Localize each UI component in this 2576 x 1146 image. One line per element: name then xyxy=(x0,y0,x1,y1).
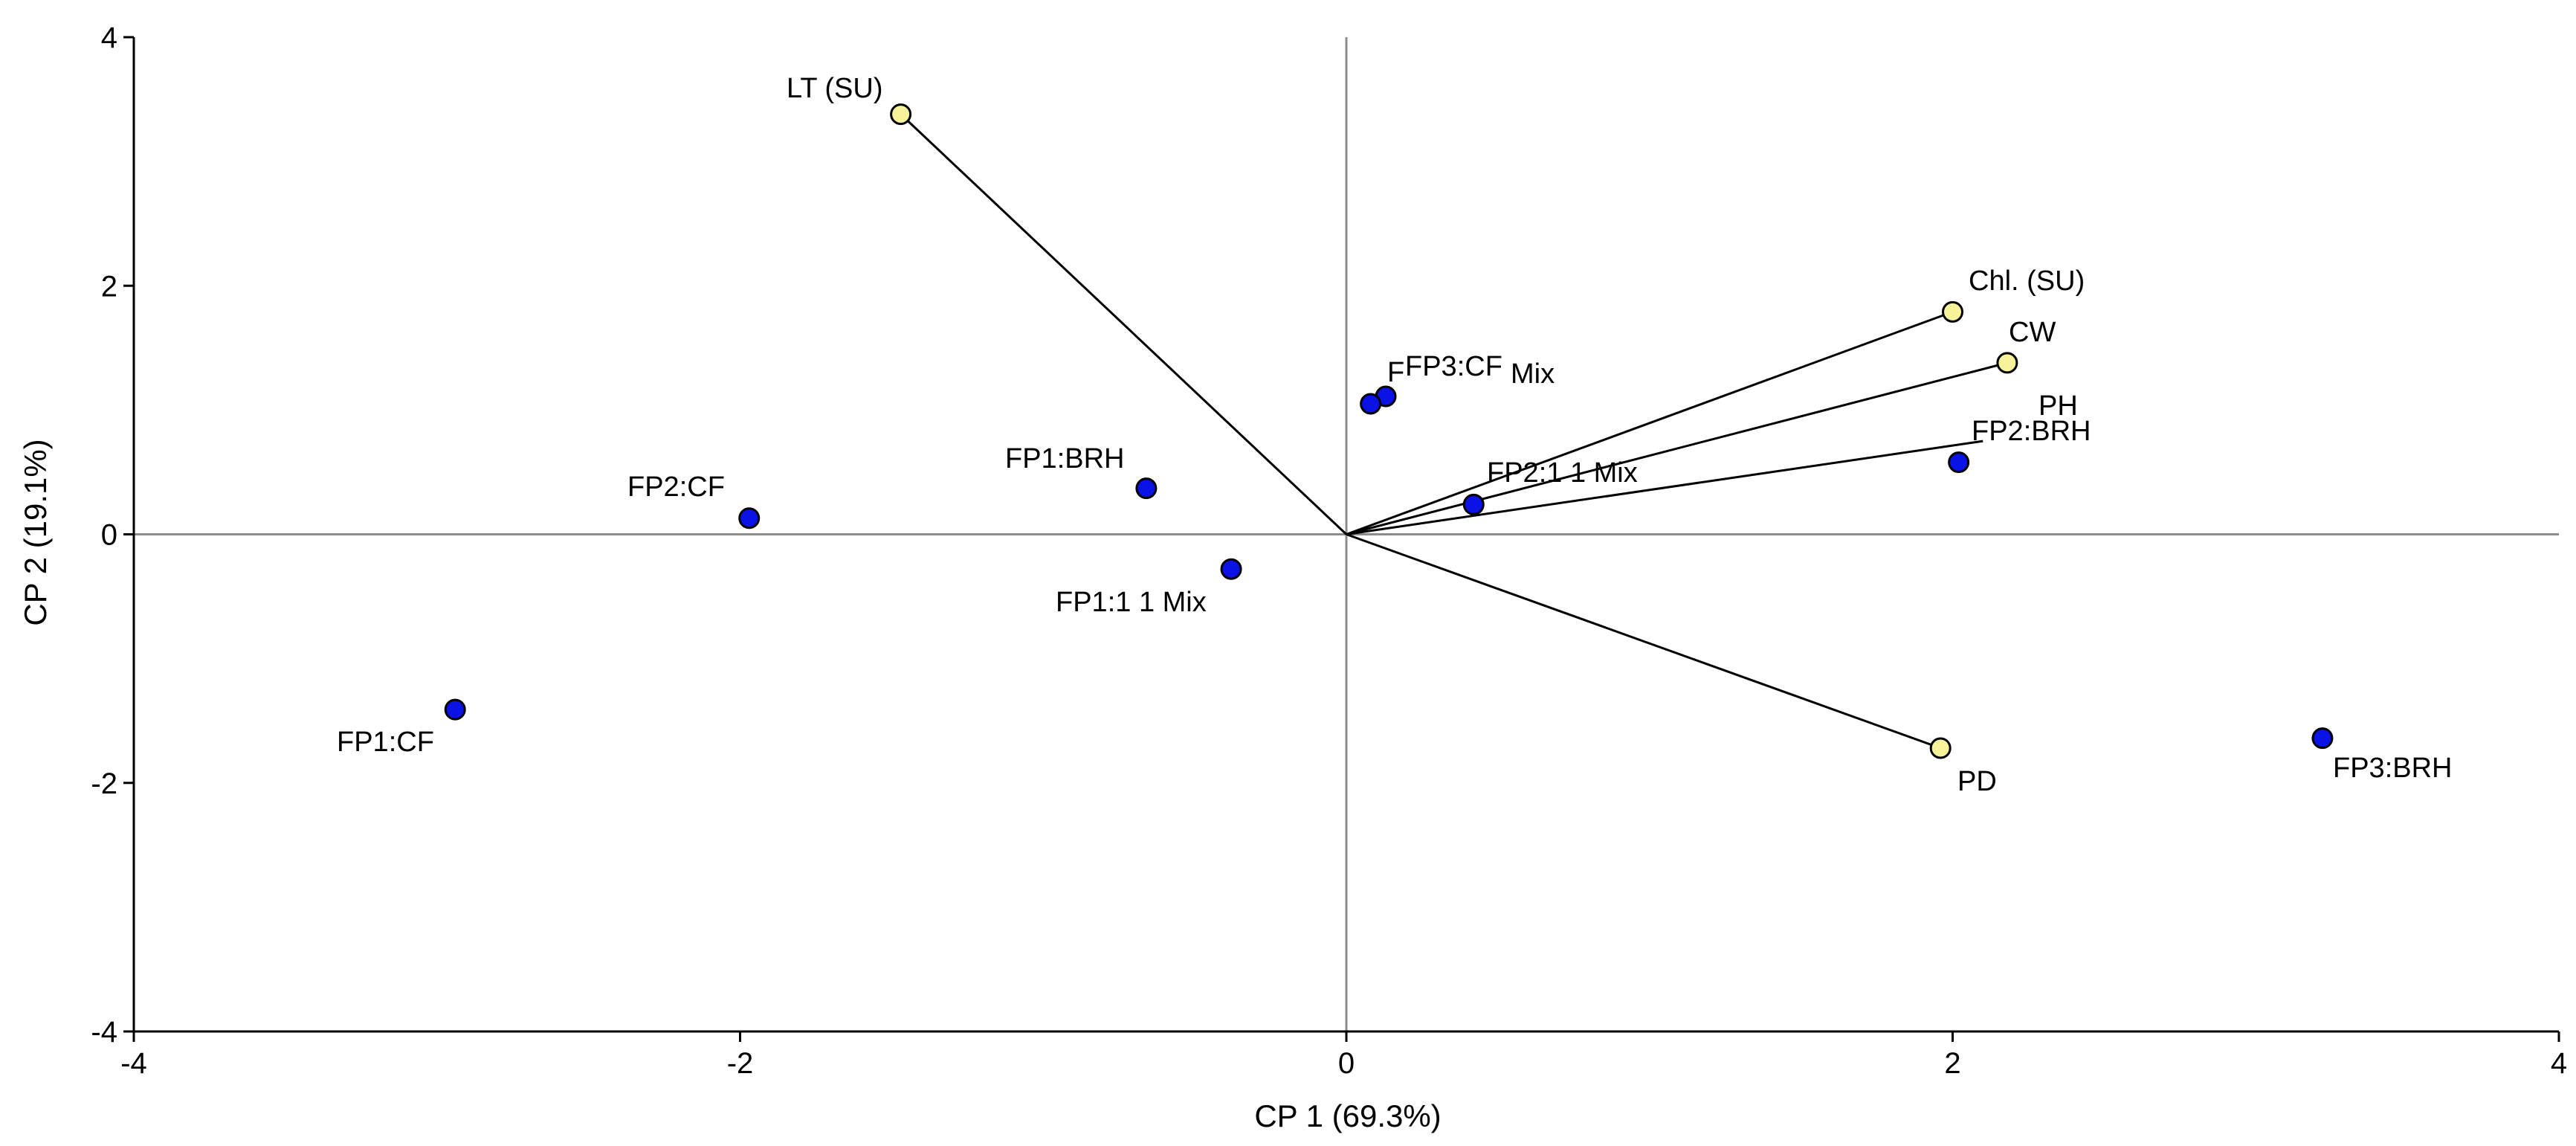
treatment-point xyxy=(1220,558,1242,580)
point-label: FP1:CF xyxy=(337,727,434,758)
point-label: FP3:CF xyxy=(1405,351,1502,382)
point-label: FP2:1 1 Mix xyxy=(1487,457,1638,489)
variable-vector xyxy=(900,113,1348,535)
y-tick-label: 4 xyxy=(101,22,117,54)
x-tick-label: 4 xyxy=(2551,1047,2567,1080)
tick-labels: -4 -2 0 2 4 -4 -2 0 2 4 xyxy=(91,22,2567,1080)
point-label: CW xyxy=(2009,317,2056,348)
treatment-point xyxy=(738,507,761,529)
x-axis-title: CP 1 (69.3%) xyxy=(1254,1098,1441,1133)
point-label: FP1:1 1 Mix xyxy=(1056,587,1207,618)
treatment-point xyxy=(2311,727,2334,750)
x-tick-label: 2 xyxy=(1944,1047,1960,1080)
point-label: PH xyxy=(2038,390,2078,422)
x-tick-label: 0 xyxy=(1338,1047,1355,1080)
axes xyxy=(123,36,2560,1042)
treatment-point xyxy=(444,698,466,721)
y-tick-label: 0 xyxy=(101,519,117,552)
variable-point xyxy=(890,103,912,126)
point-label: PD xyxy=(1957,766,1997,797)
y-tick-label: -4 xyxy=(91,1016,117,1049)
treatment-point xyxy=(1135,477,1158,500)
point-label: Chl. (SU) xyxy=(1969,265,2085,297)
point-label: FP3:BRH xyxy=(2333,753,2452,784)
variable-point xyxy=(1942,300,1963,323)
y-tick-label: -2 xyxy=(91,767,117,800)
treatment-point xyxy=(1948,451,1970,474)
point-label: F xyxy=(1387,357,1404,388)
variable-vector xyxy=(1346,533,1941,750)
treatment-point xyxy=(1360,393,1382,415)
variable-vectors xyxy=(900,113,2008,750)
point-label: FP2:BRH xyxy=(1972,416,2091,447)
y-tick-label: 2 xyxy=(101,270,117,303)
point-label: LT (SU) xyxy=(787,73,883,104)
variable-point xyxy=(1929,737,1952,759)
variable-point xyxy=(1996,352,2018,374)
variable-vector xyxy=(1346,361,2008,535)
y-axis-title: CP 2 (19.1%) xyxy=(18,439,53,625)
point-labels: FP1:CF FP2:CF FP1:BRH FP1:1 1 Mix FP3:CFF Mix… xyxy=(337,73,2452,797)
treatment-point xyxy=(1462,493,1485,515)
point-label: FP2:CF xyxy=(627,471,725,503)
data-points xyxy=(444,103,2334,759)
variable-vector xyxy=(1346,440,1983,535)
x-tick-label: -4 xyxy=(120,1047,147,1080)
x-tick-label: -2 xyxy=(727,1047,754,1080)
variable-vector xyxy=(1346,310,1954,535)
point-label: FP1:BRH xyxy=(1005,443,1124,474)
point-label: Mix xyxy=(1511,358,1555,390)
